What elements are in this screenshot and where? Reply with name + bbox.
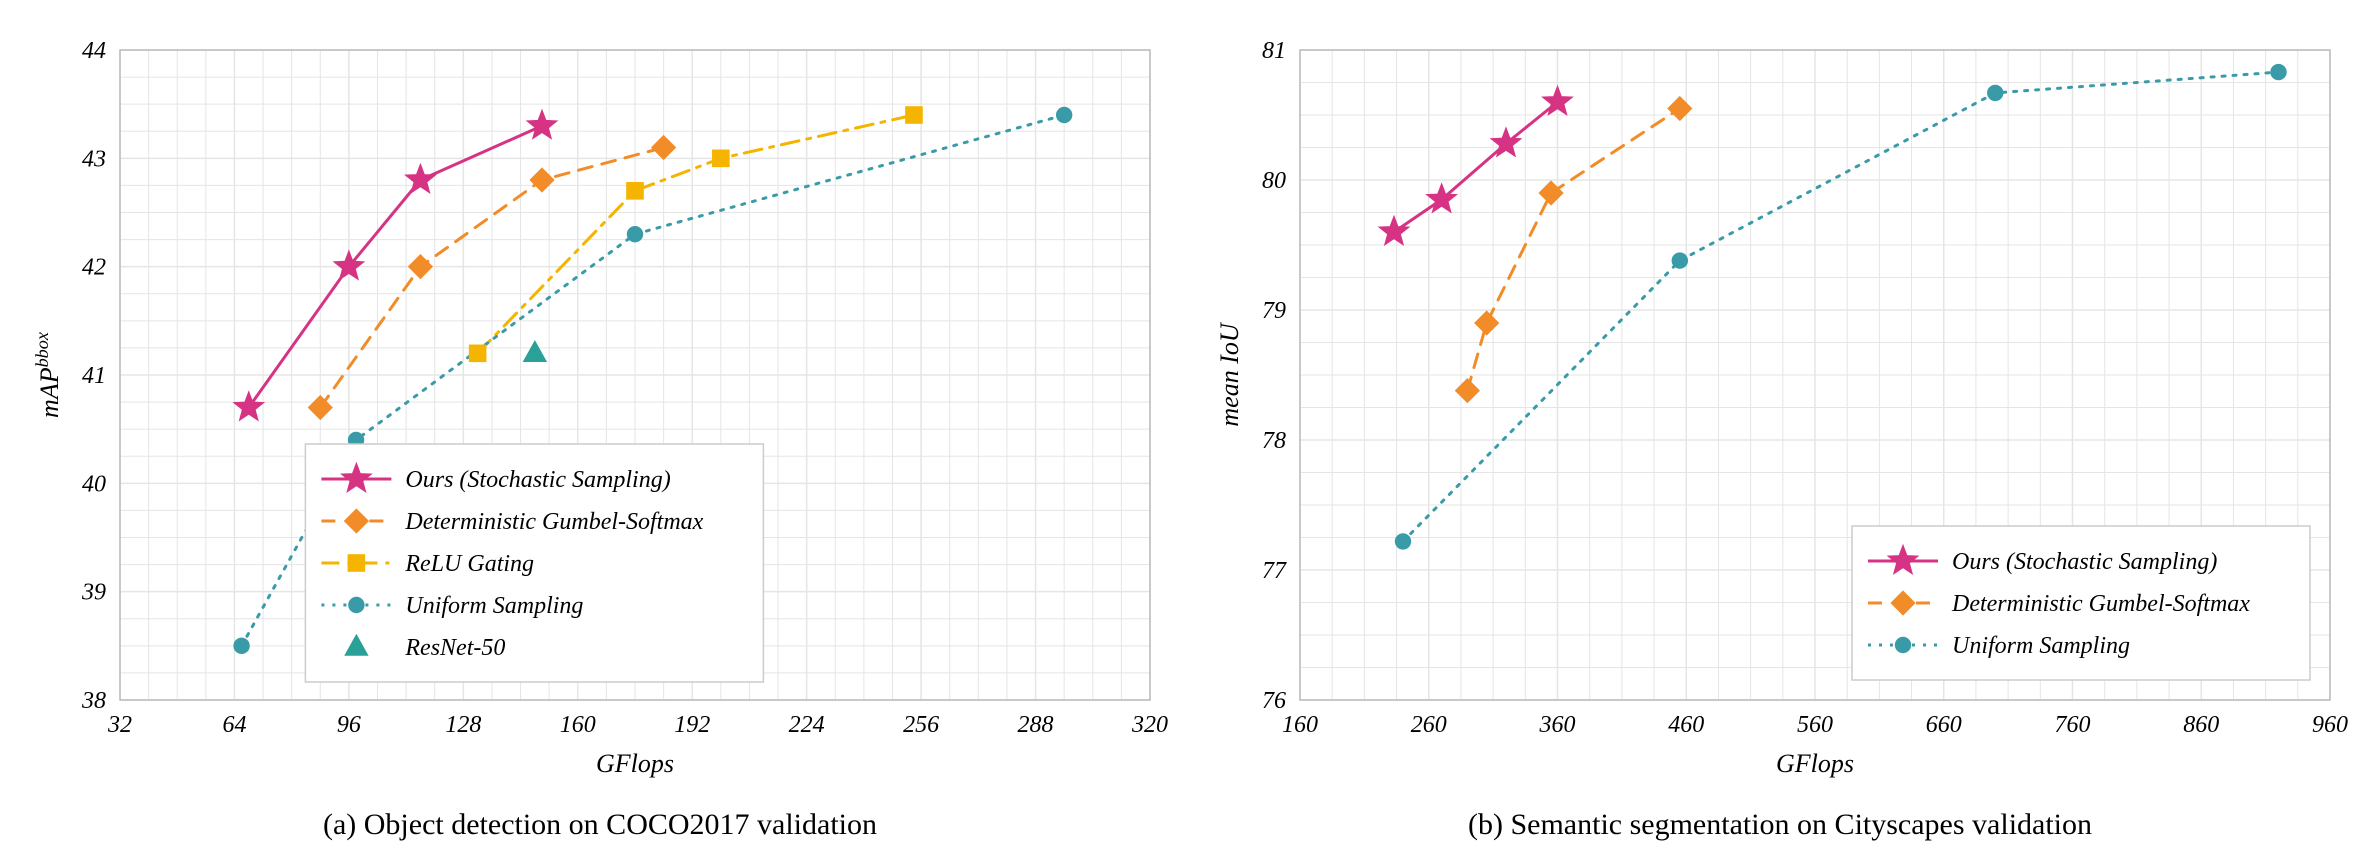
svg-text:42: 42 [82,255,106,281]
svg-text:360: 360 [1539,712,1576,738]
svg-text:256: 256 [903,712,939,738]
svg-text:160: 160 [560,712,596,738]
plot-b: 160 260 360 460 560 660 760 860 960 76 77 78 79 80 81 G… [1200,20,2360,800]
svg-text:80: 80 [1262,168,1286,194]
svg-text:Uniform Sampling: Uniform Sampling [1952,633,2130,659]
svg-text:32: 32 [107,712,132,738]
svg-text:76: 76 [1262,688,1286,714]
svg-text:460: 460 [1668,712,1704,738]
svg-text:38: 38 [81,688,106,714]
figure-container: 32 64 96 128 160 192 224 256 288 320 38 39 40 41 42 43 4… [0,0,2380,862]
svg-text:860: 860 [2183,712,2219,738]
svg-text:GFlops: GFlops [1776,749,1854,778]
svg-text:mAPbbox: mAPbbox [32,332,64,418]
caption-a: (a) Object detection on COCO2017 validat… [323,808,877,842]
svg-text:79: 79 [1262,298,1286,324]
svg-text:ResNet-50: ResNet-50 [404,635,505,661]
svg-text:288: 288 [1018,712,1054,738]
panel-b: 160 260 360 460 560 660 760 860 960 76 77 78 79 80 81 G… [1190,10,2370,852]
svg-text:96: 96 [337,712,361,738]
svg-text:77: 77 [1262,558,1287,584]
svg-text:39: 39 [81,580,106,606]
svg-text:41: 41 [82,363,106,389]
svg-text:Ours (Stochastic Sampling): Ours (Stochastic Sampling) [1952,549,2217,575]
svg-text:GFlops: GFlops [596,749,674,778]
svg-text:128: 128 [445,712,481,738]
svg-text:224: 224 [789,712,825,738]
chart-a-svg: 32 64 96 128 160 192 224 256 288 320 38 39 40 41 42 43 4… [20,20,1180,800]
svg-text:560: 560 [1797,712,1833,738]
svg-text:192: 192 [674,712,710,738]
svg-text:mean IoU: mean IoU [1215,321,1244,426]
svg-text:44: 44 [82,38,106,64]
svg-text:960: 960 [2312,712,2348,738]
svg-text:81: 81 [1262,38,1286,64]
caption-b: (b) Semantic segmentation on Cityscapes … [1468,808,2092,842]
svg-text:320: 320 [1131,712,1168,738]
panel-a: 32 64 96 128 160 192 224 256 288 320 38 39 40 41 42 43 4… [10,10,1190,852]
svg-text:Uniform Sampling: Uniform Sampling [405,593,583,619]
plot-a: 32 64 96 128 160 192 224 256 288 320 38 39 40 41 42 43 4… [20,20,1180,800]
svg-text:Ours (Stochastic Sampling): Ours (Stochastic Sampling) [405,467,670,493]
svg-text:64: 64 [222,712,246,738]
svg-text:78: 78 [1262,428,1286,454]
svg-text:760: 760 [2055,712,2091,738]
svg-text:ReLU Gating: ReLU Gating [404,551,534,577]
svg-text:260: 260 [1411,712,1447,738]
chart-b-svg: 160 260 360 460 560 660 760 860 960 76 77 78 79 80 81 G… [1200,20,2360,800]
svg-text:40: 40 [82,471,106,497]
svg-text:Deterministic Gumbel-Softmax: Deterministic Gumbel-Softmax [404,509,703,535]
svg-text:660: 660 [1926,712,1962,738]
svg-text:Deterministic Gumbel-Softmax: Deterministic Gumbel-Softmax [1951,591,2250,617]
svg-text:160: 160 [1282,712,1318,738]
svg-text:43: 43 [82,146,106,172]
